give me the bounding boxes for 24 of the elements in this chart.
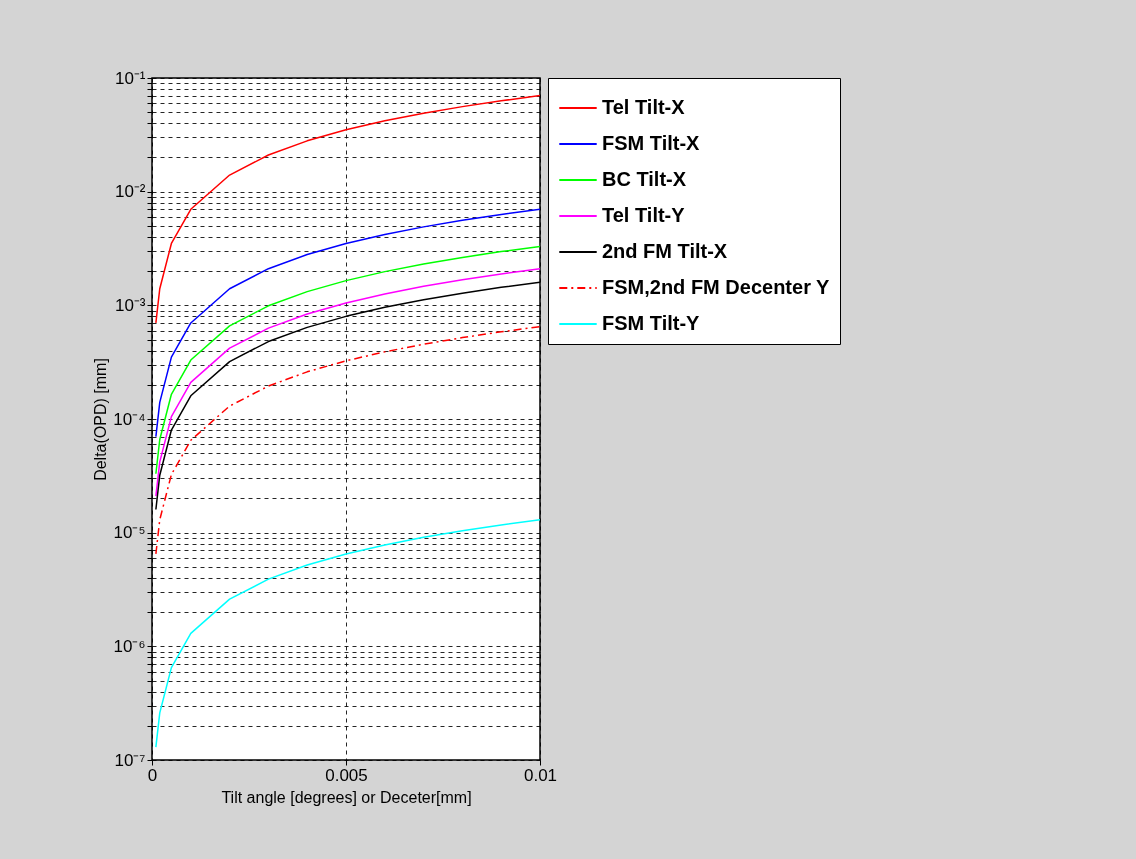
y-tick-label: 10⁻³	[114, 295, 146, 315]
legend-label: FSM Tilt-X	[602, 132, 701, 154]
x-tick-label: 0	[147, 765, 158, 785]
line-series	[155, 94, 540, 324]
legend-label: Tel Tilt-X	[602, 96, 686, 118]
legend-label: BC Tilt-X	[602, 168, 687, 190]
legend-label: Tel Tilt-Y	[602, 204, 686, 226]
line-series	[155, 518, 540, 748]
y-tick-label: 10⁻⁵	[113, 523, 146, 543]
y-tick-label: 10⁻¹	[114, 68, 146, 88]
legend-label: FSM,2nd FM Decenter Y	[602, 276, 831, 298]
y-tick-label: 10⁻⁴	[113, 409, 146, 429]
x-tick-label: 0.005	[325, 765, 368, 785]
y-tick-label: 10⁻²	[114, 182, 146, 202]
line-series	[155, 325, 540, 555]
legend-label: 2nd FM Tilt-X	[602, 240, 728, 262]
x-axis-title: Tilt angle [degrees] or Deceter[mm]	[221, 788, 472, 806]
line-series	[155, 245, 540, 475]
y-axis-title: Delta(OPD) [mm]	[92, 358, 110, 481]
legend-label: FSM Tilt-Y	[602, 312, 701, 334]
y-tick-label: 10⁻⁶	[113, 636, 146, 656]
y-tick-label: 10⁻⁷	[114, 750, 146, 770]
x-tick-label: 0.01	[523, 765, 558, 785]
line-series	[155, 208, 540, 438]
